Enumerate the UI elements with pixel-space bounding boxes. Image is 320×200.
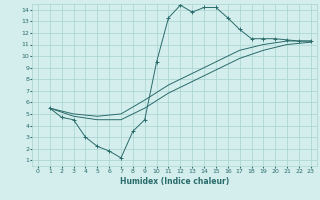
- X-axis label: Humidex (Indice chaleur): Humidex (Indice chaleur): [120, 177, 229, 186]
